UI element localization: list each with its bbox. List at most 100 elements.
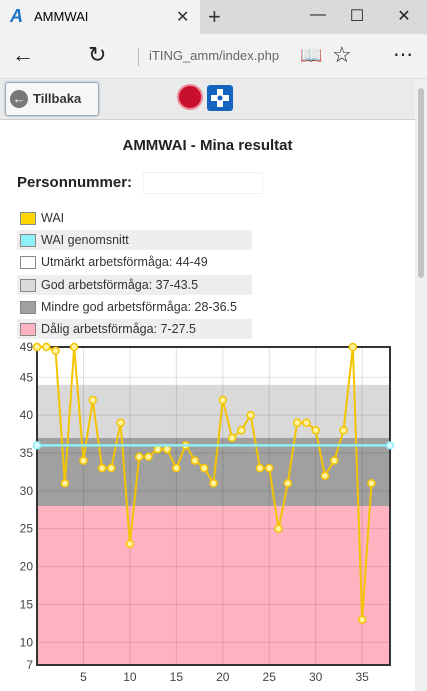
wai-data-point (283, 479, 293, 488)
refresh-icon[interactable]: ↻ (88, 42, 107, 67)
wai-data-point (330, 456, 339, 465)
chart-band (37, 347, 390, 385)
x-tick-label: 15 (170, 670, 184, 684)
app-header: ← Tillbaka (0, 79, 415, 120)
x-tick-label: 10 (123, 670, 137, 684)
back-button-label: Tillbaka (33, 91, 82, 106)
legend-swatch (20, 322, 36, 336)
wai-data-point (311, 426, 320, 435)
wai-data-point (209, 479, 218, 488)
legend-item: Utmärkt arbetsförmåga: 44-49 (17, 252, 252, 272)
more-icon[interactable]: ⋯ (393, 44, 413, 66)
y-tick-label: 35 (20, 446, 34, 460)
wai-data-point (292, 418, 302, 427)
close-icon[interactable]: ✕ (176, 9, 190, 26)
arrow-left-icon: ← (10, 90, 28, 108)
wai-data-point (227, 433, 237, 443)
legend-item: God arbetsförmåga: 37-43.5 (17, 274, 252, 295)
medical-cross-logo-icon (207, 85, 233, 111)
y-tick-label: 7 (26, 658, 33, 672)
legend-swatch (20, 300, 36, 314)
wai-data-point (116, 418, 125, 427)
maximize-icon[interactable]: ☐ (349, 8, 365, 25)
y-tick-label: 49 (20, 340, 34, 354)
scrollbar-thumb[interactable] (418, 88, 424, 278)
y-tick-label: 25 (20, 522, 34, 536)
wai-data-point (125, 539, 135, 549)
legend-item: WAI genomsnitt (17, 230, 252, 251)
minimize-icon[interactable]: — (310, 6, 326, 23)
average-data-point (385, 441, 395, 450)
x-tick-label: 30 (309, 670, 323, 684)
tab-favicon-icon: A (10, 6, 23, 26)
plus-icon[interactable]: + (208, 4, 221, 29)
legend-label: Mindre god arbetsförmåga: 28-36.5 (41, 299, 237, 314)
wai-data-point (60, 479, 70, 488)
personnummer-label: Personnummer: (17, 174, 133, 191)
chart-legend: WAI WAI genomsnitt Utmärkt arbetsförmåga… (17, 208, 252, 341)
reading-view-icon[interactable]: 📖 (300, 45, 323, 65)
average-data-point (32, 441, 42, 450)
y-tick-label: 45 (20, 370, 34, 384)
y-tick-label: 20 (20, 560, 34, 574)
wai-data-point (162, 444, 172, 454)
wai-data-point (134, 452, 144, 462)
y-tick-label: 15 (20, 597, 34, 611)
browser-tab[interactable]: A AMMWAI ✕ (0, 0, 200, 34)
wai-data-point (69, 342, 79, 352)
wai-data-point (51, 346, 60, 356)
wai-data-point (302, 418, 311, 427)
wai-data-point (79, 456, 88, 465)
tab-title: AMMWAI (34, 9, 89, 24)
personnummer-value (143, 172, 263, 194)
wai-data-point (32, 342, 42, 352)
plot-frame (36, 346, 391, 666)
wai-data-point (190, 456, 200, 465)
wai-data-point (246, 410, 255, 420)
legend-item: Dålig arbetsförmåga: 7-27.5 (17, 318, 252, 339)
legend-swatch (20, 234, 36, 248)
legend-label: WAI (41, 211, 65, 225)
wai-data-point (88, 395, 97, 405)
wai-data-point (274, 524, 283, 533)
legend-swatch (20, 212, 36, 225)
wai-data-point (255, 463, 265, 473)
x-tick-label: 5 (80, 670, 87, 684)
chart-band (37, 384, 390, 438)
x-tick-label: 20 (216, 670, 230, 684)
y-tick-label: 30 (20, 484, 34, 498)
x-tick-label: 25 (263, 670, 277, 684)
chart-band (37, 506, 390, 665)
legend-label: WAI genomsnitt (41, 233, 129, 248)
wai-chart: 7 10 15 20 25 30 35 40 45 49 5 10 15 20 25 30 35 (20, 340, 395, 684)
back-arrow-icon[interactable]: ← (12, 42, 34, 67)
wai-data-point (97, 463, 107, 473)
window-close-icon[interactable]: ✕ (397, 8, 411, 25)
wai-data-point (153, 444, 163, 454)
favorite-star-icon[interactable]: ☆ (332, 42, 352, 67)
page-title: AMMWAI - Mina resultat (122, 137, 293, 154)
wai-data-point (339, 426, 348, 435)
wai-data-point (144, 452, 153, 462)
wai-data-point (107, 463, 116, 473)
address-bar: ← ↻ iTING_amm/index.php 📖 ☆ ⋯ (0, 34, 427, 79)
legend-label: God arbetsförmåga: 37-43.5 (41, 277, 199, 292)
legend-label: Utmärkt arbetsförmåga: 44-49 (41, 255, 208, 270)
wai-data-point (42, 342, 51, 352)
university-seal-icon (177, 84, 203, 110)
wai-data-point (172, 463, 181, 473)
back-button[interactable]: ← Tillbaka (5, 82, 99, 116)
wai-data-point (199, 463, 209, 473)
wai-data-point (237, 426, 246, 435)
wai-data-point (348, 342, 358, 352)
wai-data-point (357, 615, 367, 624)
legend-item: WAI (17, 208, 252, 228)
wai-data-point (367, 479, 376, 488)
url-field[interactable]: iTING_amm/index.php (138, 48, 279, 66)
chart-band (37, 437, 390, 506)
legend-label: Dålig arbetsförmåga: 7-27.5 (41, 321, 196, 336)
y-tick-label: 10 (20, 635, 34, 649)
y-tick-label: 40 (20, 408, 34, 422)
wai-data-point (218, 395, 228, 405)
wai-data-point (320, 471, 330, 480)
